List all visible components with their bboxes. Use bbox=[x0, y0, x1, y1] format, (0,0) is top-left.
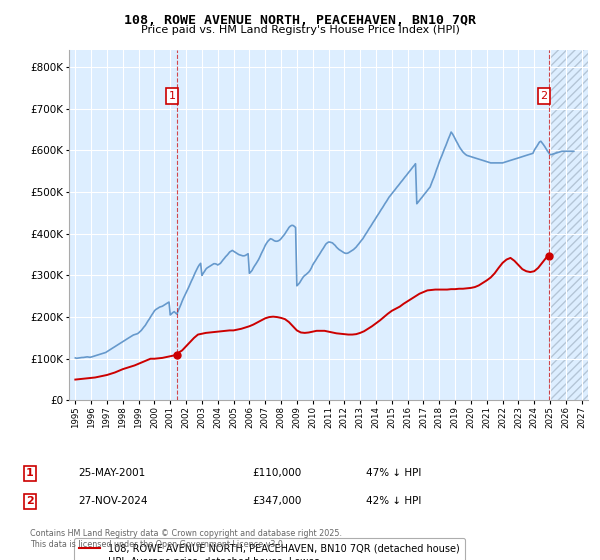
Text: £347,000: £347,000 bbox=[252, 496, 301, 506]
Text: 1: 1 bbox=[26, 468, 34, 478]
Text: 2: 2 bbox=[541, 91, 548, 101]
Text: 2: 2 bbox=[26, 496, 34, 506]
Text: 27-NOV-2024: 27-NOV-2024 bbox=[78, 496, 148, 506]
Text: 42% ↓ HPI: 42% ↓ HPI bbox=[366, 496, 421, 506]
Text: 25-MAY-2001: 25-MAY-2001 bbox=[78, 468, 145, 478]
Text: Contains HM Land Registry data © Crown copyright and database right 2025.
This d: Contains HM Land Registry data © Crown c… bbox=[30, 529, 342, 549]
Text: 1: 1 bbox=[169, 91, 176, 101]
Bar bbox=[549, 50, 588, 400]
Text: £110,000: £110,000 bbox=[252, 468, 301, 478]
Text: 47% ↓ HPI: 47% ↓ HPI bbox=[366, 468, 421, 478]
Bar bbox=[549, 50, 588, 400]
Legend: 108, ROWE AVENUE NORTH, PEACEHAVEN, BN10 7QR (detached house), HPI: Average pric: 108, ROWE AVENUE NORTH, PEACEHAVEN, BN10… bbox=[74, 538, 464, 560]
Text: 108, ROWE AVENUE NORTH, PEACEHAVEN, BN10 7QR: 108, ROWE AVENUE NORTH, PEACEHAVEN, BN10… bbox=[124, 14, 476, 27]
Text: Price paid vs. HM Land Registry's House Price Index (HPI): Price paid vs. HM Land Registry's House … bbox=[140, 25, 460, 35]
